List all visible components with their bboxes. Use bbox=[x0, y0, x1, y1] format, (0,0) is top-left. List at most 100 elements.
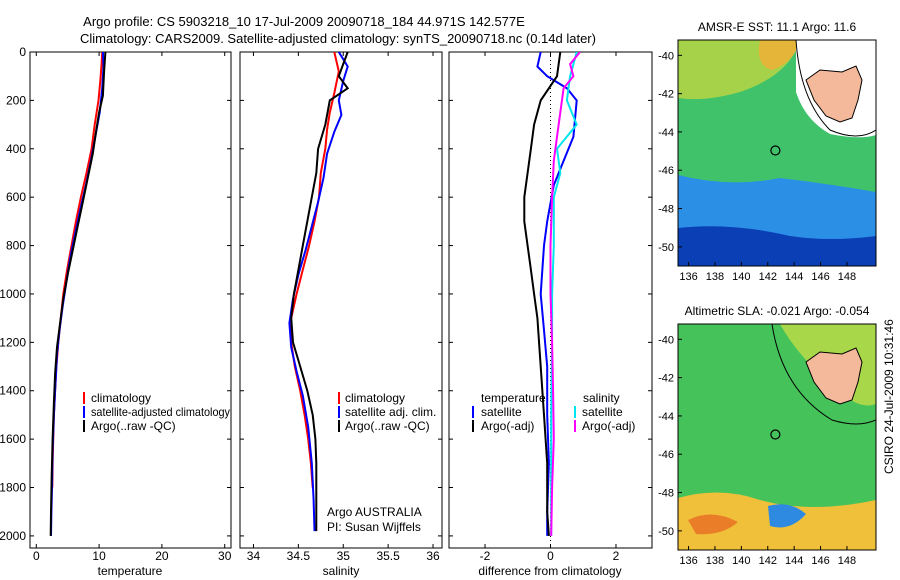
x-tick-label: 34 bbox=[247, 549, 261, 563]
sla-hot-patch bbox=[688, 514, 738, 535]
series-line-climatology bbox=[290, 52, 340, 488]
map-x-tick-label: 148 bbox=[838, 555, 856, 567]
map-y-tick-label: -46 bbox=[658, 449, 674, 461]
legend-label: satellite-adjusted climatology bbox=[91, 405, 230, 419]
sst-contour-line bbox=[795, 40, 876, 137]
difference-legend: temperature salinity satellite Argo(-adj… bbox=[472, 391, 635, 433]
sst-map-title: AMSR-E SST: 11.1 Argo: 11.6 bbox=[698, 20, 857, 34]
map-x-tick-label: 144 bbox=[785, 271, 803, 283]
map-x-tick-label: 148 bbox=[838, 271, 856, 283]
x-tick-label: 30 bbox=[218, 549, 232, 563]
legend-label: satellite adj. clim. bbox=[345, 405, 436, 419]
depth-tick-label: 0 bbox=[19, 45, 26, 59]
salinity-xticks: 34 34.5 35 35.5 36 bbox=[247, 549, 440, 563]
map-x-tick-label: 142 bbox=[759, 555, 777, 567]
legend-label: climatology bbox=[91, 391, 151, 405]
map-y-tick-label: -40 bbox=[658, 334, 674, 346]
map-axes: 136 138 140 142 144 146 148 -40 -42 -44 -46 -48 -50 1… bbox=[658, 50, 856, 567]
x-tick-label: 0 bbox=[547, 549, 554, 563]
map-y-tick-label: -40 bbox=[658, 50, 674, 62]
figure-title-line1: Argo profile: CS 5903218_10 17-Jul-2009 … bbox=[83, 14, 525, 29]
grid-layer bbox=[30, 51, 652, 548]
map-y-tick-label: -42 bbox=[658, 373, 674, 385]
x-tick-label: 34.5 bbox=[287, 549, 311, 563]
salinity-series bbox=[288, 52, 350, 532]
temperature-panel-frame bbox=[29, 51, 232, 549]
agency-annotation: Argo AUSTRALIA bbox=[327, 505, 422, 519]
depth-axis: 0 200 400 600 800 1000 1200 1400 1600 18… bbox=[0, 45, 26, 543]
depth-tick-label: 2000 bbox=[0, 529, 26, 543]
x-tick-label: 35 bbox=[337, 549, 351, 563]
argo-location-marker bbox=[770, 145, 781, 156]
depth-tick-label: 1600 bbox=[0, 432, 26, 446]
salinity-legend: climatology satellite adj. clim. Argo(..… bbox=[338, 391, 436, 433]
depth-tick-label: 800 bbox=[6, 239, 26, 253]
map-y-tick-label: -48 bbox=[658, 488, 674, 500]
difference-xticks: -2 0 2 bbox=[480, 549, 620, 563]
x-tick-label: 36 bbox=[426, 549, 440, 563]
legend-label: Argo(-adj) bbox=[582, 419, 635, 433]
depth-tick-label: 1000 bbox=[0, 287, 26, 301]
salinity-axis-label: salinity bbox=[323, 564, 360, 578]
legend-label: satellite bbox=[481, 405, 522, 419]
map-x-tick-label: 136 bbox=[679, 555, 697, 567]
series-line-satellite bbox=[288, 52, 349, 532]
map-x-tick-label: 144 bbox=[785, 555, 803, 567]
sla-map-title: Altimetric SLA: -0.021 Argo: -0.054 bbox=[685, 304, 870, 318]
series-line-temp-satellite bbox=[536, 52, 578, 536]
side-timestamp-label: CSIRO 24-Jul-2009 10:31:46 bbox=[882, 319, 896, 474]
legend-label: climatology bbox=[345, 391, 405, 405]
map-y-tick-label: -42 bbox=[658, 89, 674, 101]
sst-map bbox=[678, 40, 876, 266]
x-tick-label: 10 bbox=[92, 549, 106, 563]
sst-coldest-band bbox=[678, 226, 876, 266]
x-tick-label: 35.5 bbox=[376, 549, 400, 563]
map-y-tick-label: -48 bbox=[658, 204, 674, 216]
legend-label: Argo(..raw -QC) bbox=[91, 419, 176, 433]
sla-contour-line bbox=[771, 324, 876, 425]
map-y-tick-label: -46 bbox=[658, 165, 674, 177]
x-tick-label: 2 bbox=[613, 549, 620, 563]
difference-series bbox=[523, 52, 581, 548]
legend-header-temperature: temperature bbox=[481, 391, 546, 405]
map-x-tick-label: 136 bbox=[679, 271, 697, 283]
depth-tick-label: 1200 bbox=[0, 335, 26, 349]
depth-tick-label: 600 bbox=[6, 190, 26, 204]
series-line-argo bbox=[290, 52, 350, 532]
series-line-sal-satellite bbox=[550, 52, 578, 536]
tasmania-land bbox=[805, 65, 863, 123]
depth-tick-label: 200 bbox=[6, 93, 26, 107]
tasmania-land bbox=[805, 347, 863, 405]
legend-label: satellite bbox=[582, 405, 623, 419]
x-tick-label: -2 bbox=[480, 549, 491, 563]
temperature-series bbox=[49, 52, 107, 536]
series-line-sal-argo bbox=[549, 52, 581, 536]
map-x-tick-label: 138 bbox=[706, 271, 724, 283]
sla-map bbox=[678, 324, 876, 550]
map-y-tick-label: -50 bbox=[658, 526, 674, 538]
difference-axis-label: difference from climatology bbox=[478, 564, 621, 578]
map-y-tick-label: -44 bbox=[658, 127, 674, 139]
map-x-tick-label: 140 bbox=[732, 271, 750, 283]
figure-title-line2: Climatology: CARS2009. Satellite-adjuste… bbox=[80, 31, 596, 46]
series-line-argo bbox=[49, 52, 107, 536]
map-x-tick-label: 138 bbox=[706, 555, 724, 567]
sst-map-frame bbox=[677, 39, 877, 267]
sla-low-patch bbox=[768, 504, 806, 528]
argo-location-marker bbox=[770, 429, 781, 440]
map-y-tick-label: -50 bbox=[658, 242, 674, 254]
salinity-panel-frame bbox=[239, 51, 443, 549]
sla-map-frame bbox=[677, 323, 877, 551]
x-tick-label: 20 bbox=[155, 549, 169, 563]
depth-tick-label: 1800 bbox=[0, 481, 26, 495]
legend-label: Argo(-adj) bbox=[481, 419, 534, 433]
series-line-temp-argo bbox=[523, 52, 562, 536]
sst-hot-patch bbox=[758, 40, 800, 70]
temperature-xticks: 0 10 20 30 bbox=[33, 549, 232, 563]
x-tick-label: 0 bbox=[33, 549, 40, 563]
temperature-axis-label: temperature bbox=[98, 564, 163, 578]
map-x-tick-label: 140 bbox=[732, 555, 750, 567]
legend-header-salinity: salinity bbox=[583, 391, 620, 405]
